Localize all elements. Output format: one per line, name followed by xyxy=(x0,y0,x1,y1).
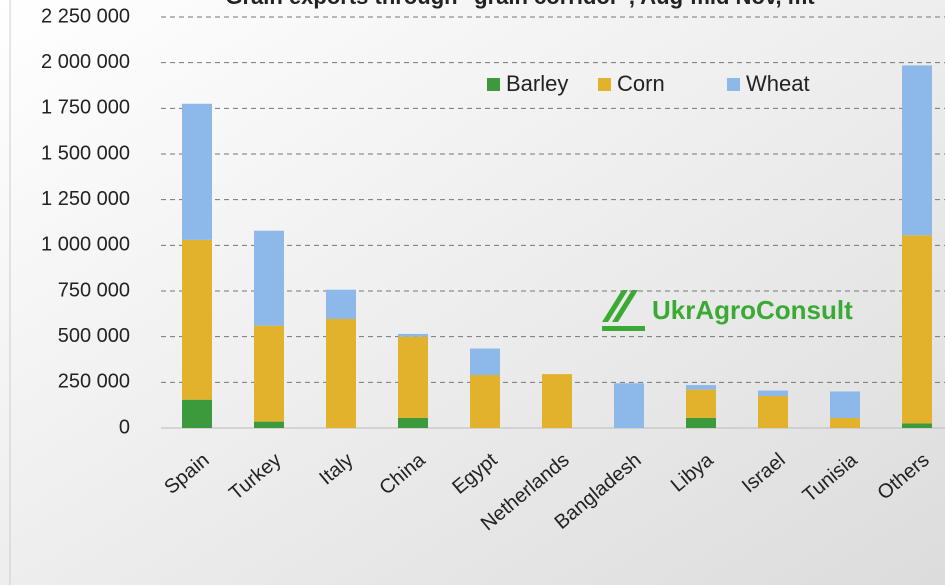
bar-segment xyxy=(686,389,716,418)
legend-label: Barley xyxy=(506,71,568,96)
legend-swatch xyxy=(727,78,740,91)
watermark-logo: UkrAgroConsult xyxy=(602,290,853,331)
bar-segment xyxy=(254,230,284,326)
bar-segment xyxy=(470,348,500,376)
bar-segment xyxy=(398,417,428,428)
legend-label: Corn xyxy=(617,71,665,96)
bar-segment xyxy=(254,325,284,422)
legend-swatch xyxy=(598,78,611,91)
bar-segment xyxy=(830,417,860,428)
bar-segment xyxy=(614,383,644,428)
y-tick-label: 500 000 xyxy=(58,325,130,347)
bar-segment xyxy=(542,374,572,428)
bar-segment xyxy=(902,423,932,428)
bar-segment xyxy=(902,235,932,424)
bar-segment xyxy=(182,399,212,428)
logo-icon xyxy=(602,290,645,331)
y-tick-label: 1 500 000 xyxy=(41,142,130,164)
bar-segment xyxy=(182,103,212,240)
bar-segment xyxy=(326,318,356,428)
y-tick-label: 2 250 000 xyxy=(41,5,130,27)
bar-segment xyxy=(398,333,428,337)
bar-segment xyxy=(182,239,212,400)
bar-segment xyxy=(470,375,500,428)
y-tick-label: 0 xyxy=(119,416,130,438)
y-tick-label: 1 000 000 xyxy=(41,234,130,256)
y-tick-label: 250 000 xyxy=(58,371,130,393)
y-tick-label: 1 250 000 xyxy=(41,188,130,210)
y-tick-label: 2 000 000 xyxy=(41,51,130,73)
y-tick-label: 750 000 xyxy=(58,279,130,301)
y-tick-label: 1 750 000 xyxy=(41,97,130,119)
bar-segment xyxy=(326,289,356,319)
bar-segment xyxy=(686,417,716,428)
chart-title: Grain exports through "grain corridor", … xyxy=(225,0,815,9)
bar-segment xyxy=(902,65,932,236)
bar-segment xyxy=(758,390,788,397)
watermark: UkrAgroConsult xyxy=(652,295,853,325)
bar-segment xyxy=(254,421,284,428)
legend-swatch xyxy=(487,78,500,91)
bar-segment xyxy=(830,391,860,418)
bar-segment xyxy=(398,336,428,418)
bar-segment xyxy=(758,396,788,428)
bar-segment xyxy=(686,385,716,390)
legend-label: Wheat xyxy=(746,71,810,96)
